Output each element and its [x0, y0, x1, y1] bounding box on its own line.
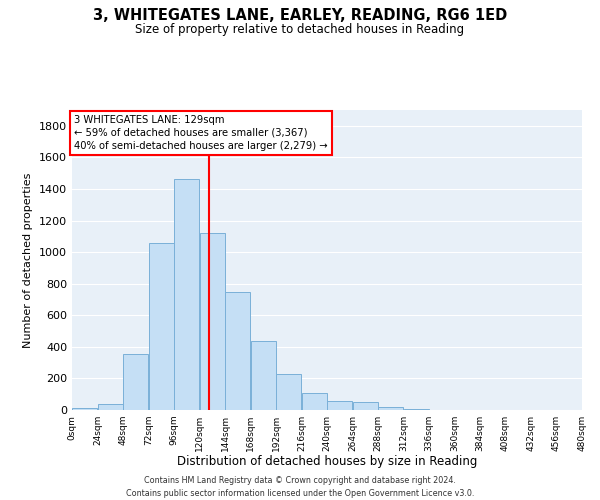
Text: Contains HM Land Registry data © Crown copyright and database right 2024.
Contai: Contains HM Land Registry data © Crown c…: [126, 476, 474, 498]
Text: 3, WHITEGATES LANE, EARLEY, READING, RG6 1ED: 3, WHITEGATES LANE, EARLEY, READING, RG6…: [93, 8, 507, 22]
Bar: [327, 402, 352, 410]
Bar: [225, 292, 250, 410]
Bar: [302, 392, 327, 410]
Text: Distribution of detached houses by size in Reading: Distribution of detached houses by size …: [177, 454, 477, 468]
Text: 3 WHITEGATES LANE: 129sqm
← 59% of detached houses are smaller (3,367)
40% of se: 3 WHITEGATES LANE: 129sqm ← 59% of detac…: [74, 114, 328, 151]
Bar: [200, 233, 225, 410]
Bar: [378, 407, 403, 410]
Bar: [251, 340, 276, 410]
Bar: [353, 402, 378, 410]
Y-axis label: Number of detached properties: Number of detached properties: [23, 172, 34, 348]
Bar: [149, 242, 174, 410]
Bar: [98, 404, 123, 410]
Bar: [404, 409, 429, 410]
Bar: [276, 374, 301, 410]
Bar: [174, 178, 199, 410]
Text: Size of property relative to detached houses in Reading: Size of property relative to detached ho…: [136, 22, 464, 36]
Bar: [123, 354, 148, 410]
Bar: [72, 408, 97, 410]
